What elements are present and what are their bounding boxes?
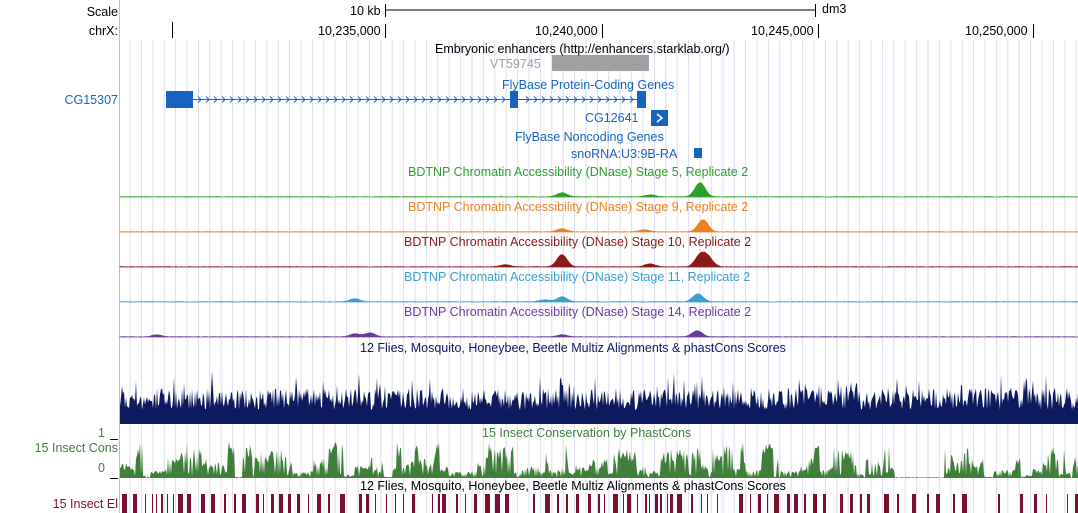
gene-snorna-u3-9b[interactable]	[694, 148, 702, 158]
side-label-15-insect-cons[interactable]: 15 Insect Cons	[34, 441, 118, 455]
tick-label: 10,245,000	[751, 24, 814, 38]
dnase-stage9-title: BDTNP Chromatin Accessibility (DNase) St…	[408, 200, 749, 214]
dnase-signal[interactable]	[119, 251, 1078, 268]
multiz-conservation-signal[interactable]	[120, 370, 1078, 424]
tick-label: 10,240,000	[535, 24, 598, 38]
dnase-signal[interactable]	[119, 219, 1078, 233]
enhancer-item-label[interactable]: VT59745	[490, 57, 541, 71]
multiz-title: 12 Flies, Mosquito, Honeybee, Beetle Mul…	[360, 341, 786, 355]
snorna-label[interactable]: snoRNA:U3:9B-RA	[571, 147, 678, 161]
gene-cg15307[interactable]	[166, 91, 646, 108]
position-ticks	[172, 22, 1034, 38]
dnase-signal-tracks	[119, 182, 1078, 338]
scale-label: Scale	[86, 5, 118, 19]
elements-title: 12 Flies, Mosquito, Honeybee, Beetle Mul…	[360, 479, 786, 493]
phastcons-axis-max: 1	[98, 426, 105, 440]
scale-bar	[385, 4, 816, 17]
flybase-noncoding-title: FlyBase Noncoding Genes	[515, 130, 664, 144]
dnase-stage10-title: BDTNP Chromatin Accessibility (DNase) St…	[404, 235, 752, 249]
dnase-signal[interactable]	[119, 293, 1078, 303]
conserved-elements[interactable]	[122, 494, 1078, 513]
assembly-label: dm3	[822, 2, 847, 16]
dnase-stage5-title: BDTNP Chromatin Accessibility (DNase) St…	[408, 165, 749, 179]
dnase-stage11-title: BDTNP Chromatin Accessibility (DNase) St…	[404, 270, 751, 284]
phastcons-signal[interactable]	[120, 441, 1078, 478]
cg12641-label[interactable]: CG12641	[585, 111, 639, 125]
dnase-stage14-title: BDTNP Chromatin Accessibility (DNase) St…	[404, 305, 752, 319]
side-label-cg15307[interactable]: CG15307	[64, 93, 118, 107]
dnase-signal[interactable]	[119, 330, 1078, 338]
dnase-signal[interactable]	[119, 182, 1078, 198]
flybase-coding-title: FlyBase Protein-Coding Genes	[502, 78, 675, 92]
enhancer-item-vt59745[interactable]	[552, 55, 649, 71]
phastcons-axis	[110, 439, 118, 479]
scale-bar-label: 10 kb	[350, 4, 381, 18]
side-label-15-insect-el[interactable]: 15 Insect El	[52, 497, 118, 511]
phastcons-title: 15 Insect Conservation by PhastCons	[482, 426, 692, 440]
tick-label: 10,250,000	[965, 24, 1028, 38]
enhancer-track-title: Embryonic enhancers (http://enhancers.st…	[435, 42, 730, 56]
gene-cg12641[interactable]	[651, 110, 668, 126]
phastcons-axis-min: 0	[98, 461, 105, 475]
vertical-gridlines	[129, 40, 1077, 513]
tick-label: 10,235,000	[318, 24, 381, 38]
chrom-label: chrX:	[88, 24, 118, 38]
